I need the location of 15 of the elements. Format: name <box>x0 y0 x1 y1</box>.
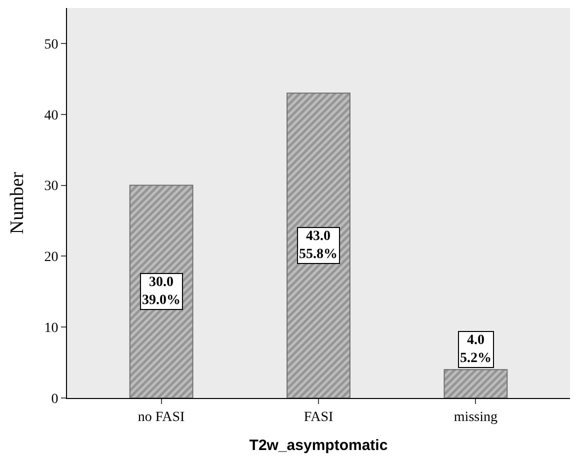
y-tick-label: 50 <box>44 37 58 52</box>
data-label: 30.0 39.0% <box>142 275 180 308</box>
x-tick-label: missing <box>454 410 498 425</box>
y-tick-label: 30 <box>44 179 58 194</box>
y-axis-title: Number <box>7 171 28 234</box>
y-tick-label: 40 <box>44 108 58 124</box>
y-tick-label: 10 <box>44 320 58 336</box>
data-label: 43.0 55.8% <box>299 229 338 262</box>
x-axis-title: T2w_asymptomatic <box>249 436 388 454</box>
bar <box>286 92 350 398</box>
x-tick-label: FASI <box>304 410 334 425</box>
y-tick-label: 0 <box>51 392 58 407</box>
data-label: 4.0 5.2% <box>460 333 492 366</box>
x-tick-label: no FASI <box>138 410 186 425</box>
y-tick-label: 20 <box>44 250 58 266</box>
